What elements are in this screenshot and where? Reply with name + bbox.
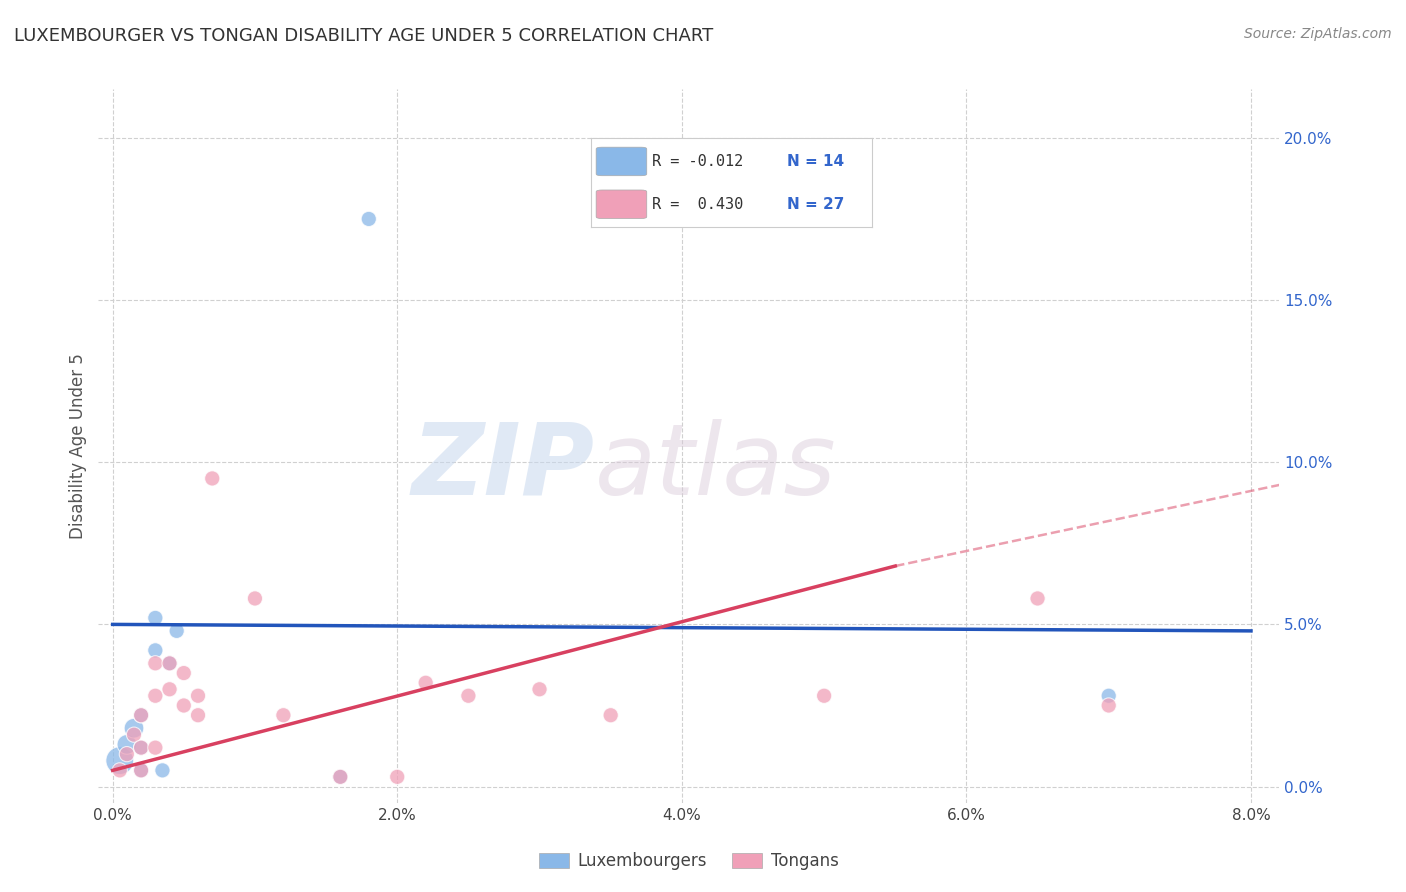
Text: R = -0.012: R = -0.012 <box>652 154 744 169</box>
Point <box>599 708 621 723</box>
Point <box>166 624 188 638</box>
FancyBboxPatch shape <box>596 190 647 219</box>
Point <box>143 611 166 625</box>
Point <box>143 657 166 671</box>
Point <box>457 689 479 703</box>
Point <box>273 708 295 723</box>
Point <box>129 708 152 723</box>
Point <box>129 764 152 778</box>
Point <box>187 708 209 723</box>
Point <box>173 666 195 681</box>
Point <box>173 698 195 713</box>
Point <box>143 740 166 755</box>
Point <box>387 770 409 784</box>
Point <box>813 689 835 703</box>
Point <box>115 738 138 752</box>
Point <box>129 764 152 778</box>
Text: N = 27: N = 27 <box>787 197 845 211</box>
Point <box>143 689 166 703</box>
Point <box>1098 698 1121 713</box>
Point <box>159 682 181 697</box>
Point <box>108 754 131 768</box>
Point <box>243 591 266 606</box>
Text: R =  0.430: R = 0.430 <box>652 197 744 211</box>
Point <box>129 740 152 755</box>
Point <box>159 657 181 671</box>
Point <box>415 675 437 690</box>
Point <box>115 747 138 761</box>
Text: N = 14: N = 14 <box>787 154 845 169</box>
Point <box>143 643 166 657</box>
Point <box>1026 591 1049 606</box>
Point <box>329 770 352 784</box>
Point <box>122 721 145 735</box>
Text: LUXEMBOURGER VS TONGAN DISABILITY AGE UNDER 5 CORRELATION CHART: LUXEMBOURGER VS TONGAN DISABILITY AGE UN… <box>14 27 713 45</box>
Point <box>129 740 152 755</box>
Point <box>108 764 131 778</box>
Y-axis label: Disability Age Under 5: Disability Age Under 5 <box>69 353 87 539</box>
Text: atlas: atlas <box>595 419 837 516</box>
Point <box>129 708 152 723</box>
Point <box>159 657 181 671</box>
Point <box>529 682 551 697</box>
FancyBboxPatch shape <box>596 147 647 176</box>
Point <box>329 770 352 784</box>
Text: Source: ZipAtlas.com: Source: ZipAtlas.com <box>1244 27 1392 41</box>
Point <box>152 764 174 778</box>
Point <box>357 211 380 226</box>
Legend: Luxembourgers, Tongans: Luxembourgers, Tongans <box>533 846 845 877</box>
Point <box>201 471 224 485</box>
Text: ZIP: ZIP <box>412 419 595 516</box>
Point <box>1098 689 1121 703</box>
Point <box>122 728 145 742</box>
Point <box>187 689 209 703</box>
